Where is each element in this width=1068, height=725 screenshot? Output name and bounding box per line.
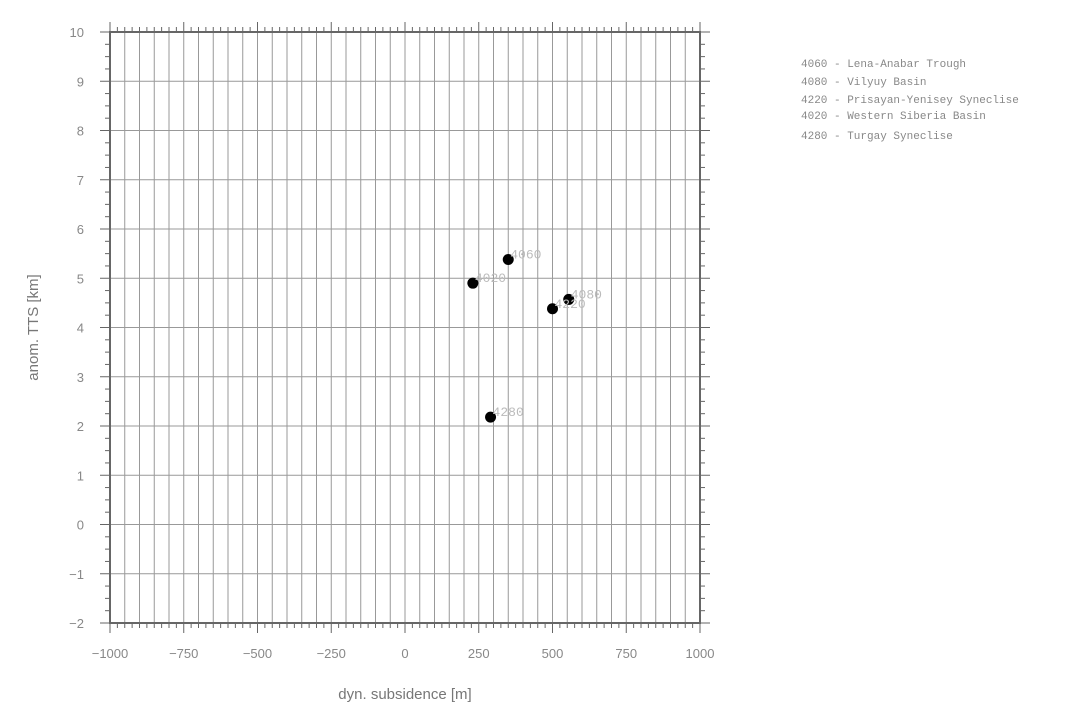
- data-point: [502, 254, 514, 266]
- y-tick-label: 5: [77, 271, 84, 286]
- data-point-label: 4280: [493, 405, 524, 420]
- grid: [110, 32, 700, 623]
- data-point-label: 4220: [555, 297, 586, 312]
- data-point-label: 4060: [510, 248, 541, 263]
- legend: 4060 - Lena-Anabar Trough 4080 - Vilyuy B…: [801, 59, 1019, 143]
- y-tick-label: 0: [77, 518, 84, 533]
- y-tick-label: −1: [69, 567, 84, 582]
- y-tick-label: 9: [77, 74, 84, 89]
- legend-entry: 4280 - Turgay Syneclise: [801, 131, 953, 143]
- x-tick-label: 250: [468, 646, 490, 661]
- x-tick-label: −750: [169, 646, 198, 661]
- x-tick-label: 500: [542, 646, 564, 661]
- y-tick-label: 7: [77, 173, 84, 188]
- y-tick-label: −2: [69, 616, 84, 631]
- data-point: [485, 411, 497, 423]
- x-tick-label: −500: [243, 646, 272, 661]
- y-tick-label: 4: [77, 321, 84, 336]
- y-axis-tick-labels: −2 −1 0 1 2 3 4 5 6 7 8 9 10: [69, 25, 84, 631]
- data-point-label: 4080: [571, 287, 602, 302]
- legend-entry: 4060 - Lena-Anabar Trough: [801, 59, 966, 71]
- y-tick-label: 10: [70, 25, 84, 40]
- y-tick-label: 2: [77, 419, 84, 434]
- y-tick-label: 6: [77, 222, 84, 237]
- x-axis-tick-labels: −1000 −750 −500 −250 0 250 500 750 1000: [92, 646, 715, 661]
- x-axis-title: dyn. subsidence [m]: [338, 686, 471, 703]
- legend-entry: 4020 - Western Siberia Basin: [801, 111, 986, 123]
- plot-frame: [109, 31, 701, 624]
- y-tick-label: 1: [77, 468, 84, 483]
- data-point: [547, 303, 558, 315]
- y-tick-label: 3: [77, 370, 84, 385]
- y-tick-label: 8: [77, 124, 84, 139]
- x-tick-label: 1000: [686, 646, 715, 661]
- x-tick-label: −1000: [92, 646, 129, 661]
- y-axis-title: anom. TTS [km]: [25, 274, 42, 380]
- x-tick-label: 750: [615, 646, 637, 661]
- data-point: [563, 293, 575, 305]
- legend-entry: 4080 - Vilyuy Basin: [801, 77, 926, 89]
- data-point-label: 4020: [475, 271, 506, 286]
- data-point: [467, 277, 479, 289]
- legend-entry: 4220 - Prisayan-Yenisey Syneclise: [801, 95, 1019, 107]
- x-tick-label: −250: [317, 646, 346, 661]
- x-tick-label: 0: [401, 646, 408, 661]
